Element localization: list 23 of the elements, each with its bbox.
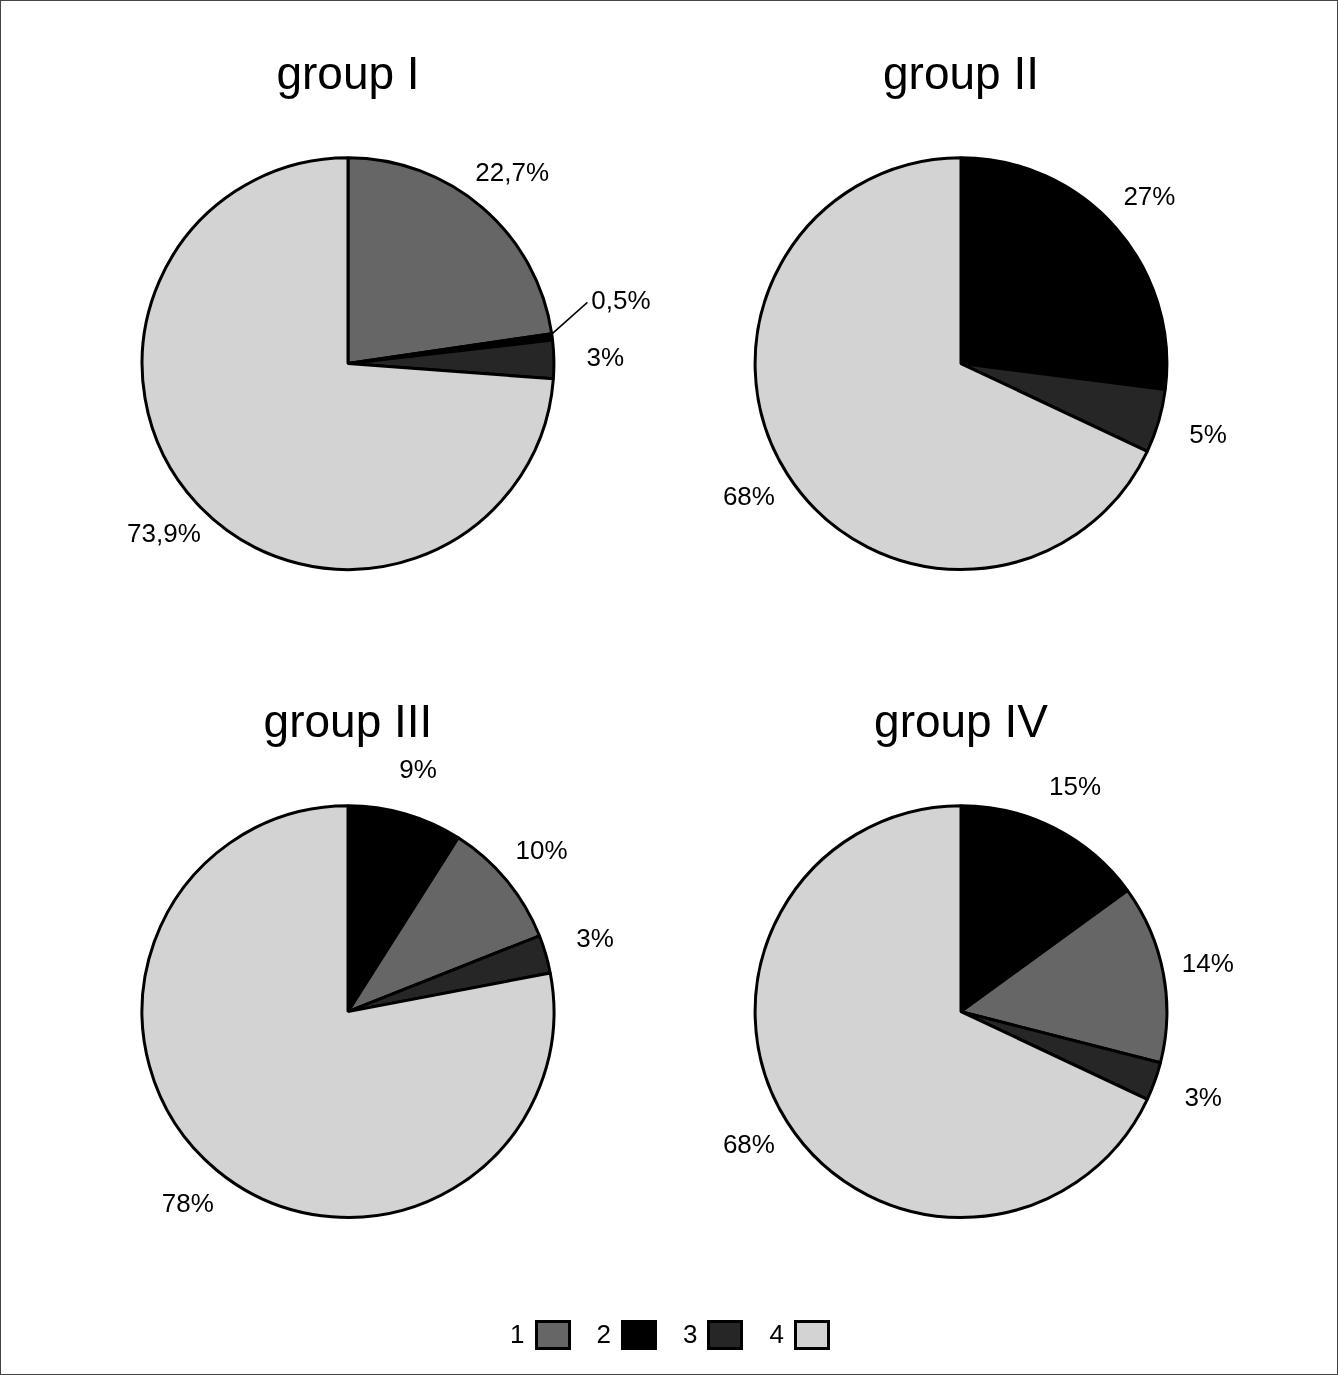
data-label: 0,5% xyxy=(591,284,651,315)
data-label: 68% xyxy=(722,481,775,512)
legend-label: 1 xyxy=(510,1319,525,1350)
data-label: 68% xyxy=(722,1129,775,1160)
chart-title: group IV xyxy=(874,695,1049,748)
data-label: 10% xyxy=(515,834,568,865)
data-label: 27% xyxy=(1123,180,1176,211)
data-label: 78% xyxy=(161,1188,214,1219)
data-label: 15% xyxy=(1049,770,1102,801)
data-label: 14% xyxy=(1181,947,1234,978)
chart-title: group III xyxy=(263,695,433,748)
data-label: 9% xyxy=(399,753,437,784)
legend-label: 4 xyxy=(769,1319,784,1350)
data-label: 73,9% xyxy=(127,517,201,548)
legend-label: 2 xyxy=(596,1319,611,1350)
data-label: 3% xyxy=(576,922,614,953)
data-label: 3% xyxy=(1184,1081,1222,1112)
data-label: 22,7% xyxy=(475,156,550,187)
data-label: 3% xyxy=(586,341,625,372)
data-label: 5% xyxy=(1189,418,1227,449)
legend-label: 3 xyxy=(683,1319,698,1350)
chart-title: group II xyxy=(883,47,1039,100)
chart-title: group I xyxy=(276,47,420,100)
